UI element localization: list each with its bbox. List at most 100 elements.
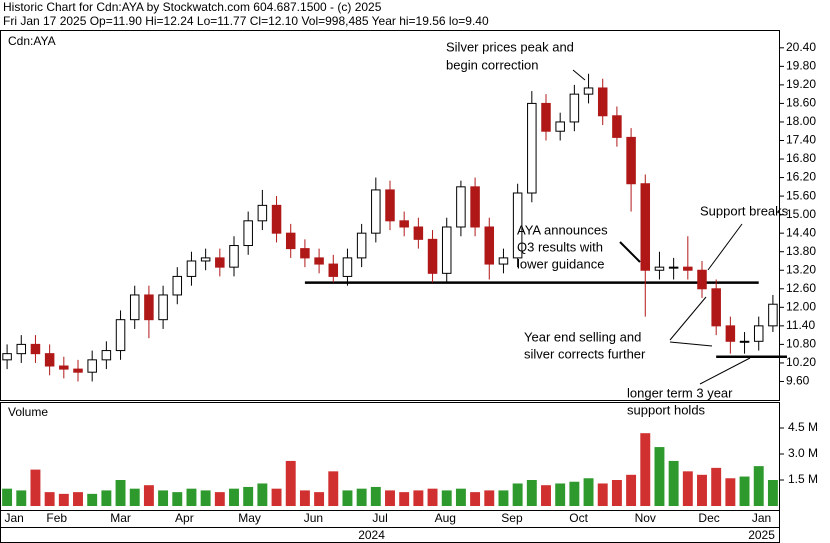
annotation: begin correction <box>446 57 539 72</box>
candle-body <box>753 325 764 342</box>
y-tick-label: 14.40 <box>786 225 816 239</box>
x-tick-label: Oct <box>569 511 588 525</box>
candle-body <box>16 343 27 355</box>
candle-body <box>44 353 55 367</box>
y-tick-label: 19.20 <box>786 77 816 91</box>
year-label: 2025 <box>748 528 775 542</box>
candle-body <box>314 257 324 265</box>
x-tick-label: Jul <box>372 511 387 525</box>
volume-bar <box>271 488 282 506</box>
volume-bar <box>101 490 112 506</box>
annotation: support holds <box>627 402 706 417</box>
volume-bar <box>597 483 608 506</box>
candle-body <box>59 365 69 370</box>
volume-bar <box>697 474 707 506</box>
candle-body <box>711 288 721 327</box>
candle-body <box>555 121 565 132</box>
y-tick-label: 18.60 <box>786 96 816 110</box>
volume-bar <box>753 466 764 506</box>
volume-bar <box>767 480 778 506</box>
volume-bar <box>186 488 197 506</box>
candle-body <box>456 186 466 228</box>
candle-body <box>30 343 41 355</box>
volume-bar <box>87 493 98 506</box>
candle-body <box>399 220 409 228</box>
volume-bar <box>498 490 509 506</box>
volume-bar <box>555 483 566 506</box>
candle-body <box>328 263 339 277</box>
y-tick-label: 15.60 <box>786 188 816 202</box>
volume-bar <box>143 485 154 506</box>
candle-body <box>300 248 310 259</box>
arrow <box>669 341 713 347</box>
candle-body <box>186 260 197 277</box>
candle-body <box>569 93 580 123</box>
volume-bar <box>385 490 395 506</box>
candle-body <box>626 136 636 185</box>
y2-tick-label: 1.5 M <box>788 472 818 486</box>
annotation: Year end selling and <box>524 329 641 344</box>
x-tick-label: Jan <box>752 511 771 525</box>
volume-bar <box>611 480 622 506</box>
y-tick-label: 12.00 <box>786 299 816 313</box>
volume-bar <box>739 476 750 506</box>
candle-body <box>725 325 736 342</box>
y-tick-label: 15.00 <box>786 207 816 221</box>
candle-body <box>512 192 523 259</box>
volume-bar <box>115 480 126 506</box>
y2-tick-label: 4.5 M <box>788 420 818 434</box>
candle-body <box>668 266 679 269</box>
volume-bar <box>441 490 452 506</box>
candle-body <box>285 232 296 250</box>
x-tick-label: Aug <box>435 511 456 525</box>
volume-bar <box>413 490 424 506</box>
candle-body <box>2 353 12 361</box>
candle-body <box>597 87 608 117</box>
candle-body <box>527 102 537 194</box>
annotation: silver corrects further <box>524 346 646 361</box>
candle-body <box>172 275 183 296</box>
candle-body <box>257 204 268 222</box>
arrow <box>669 296 707 341</box>
volume-bar <box>172 492 183 506</box>
annotations: Silver prices peak and begin correction … <box>446 39 789 417</box>
y-tick-label: 11.40 <box>786 318 815 332</box>
volume-bar <box>314 492 325 506</box>
volume-bar <box>399 492 410 506</box>
candle-body <box>87 359 97 373</box>
volume-bar <box>342 490 353 506</box>
candle-body <box>144 294 154 321</box>
candle-body <box>115 319 126 352</box>
volume-bar <box>725 478 736 506</box>
candle-body <box>470 186 480 228</box>
volume-bar <box>711 467 722 506</box>
candle-body <box>654 266 665 271</box>
candle-body <box>129 294 140 321</box>
volume-bar <box>200 490 211 506</box>
arrow <box>707 223 743 271</box>
y-tick-label: 10.20 <box>786 355 816 369</box>
arrow <box>619 241 641 263</box>
volume-bar <box>356 488 367 506</box>
volume-bar <box>569 481 580 506</box>
volume-bar <box>682 471 693 506</box>
y-tick-label: 20.40 <box>786 40 816 54</box>
candle-body <box>243 220 253 247</box>
volume-bar <box>44 492 55 506</box>
candle-body <box>768 303 778 327</box>
y-tick-label: 13.20 <box>786 262 816 276</box>
volume-label: Volume <box>8 405 48 419</box>
candle-body <box>612 115 622 138</box>
volume-bar <box>2 488 13 506</box>
y-tick-label: 16.80 <box>786 151 816 165</box>
candle-body <box>229 245 239 268</box>
volume-bar <box>654 447 665 506</box>
volume-bar <box>229 488 239 506</box>
volume-bar <box>73 492 83 506</box>
candle-body <box>683 266 693 271</box>
y-tick-label: 18.00 <box>786 114 816 128</box>
volume-bar <box>427 488 438 506</box>
volume-bar <box>285 460 296 506</box>
candle-body <box>484 226 495 265</box>
